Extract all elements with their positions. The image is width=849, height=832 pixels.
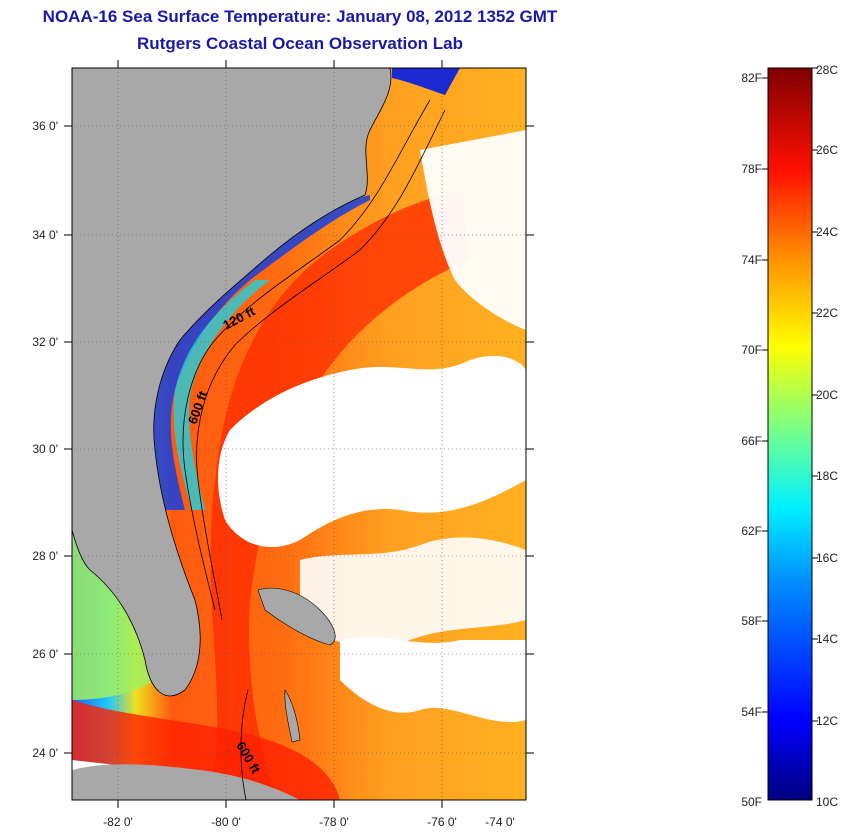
lat-label-34: 34 0': [32, 228, 58, 242]
land-andros: [284, 689, 301, 743]
lat-label-32: 32 0': [32, 335, 58, 349]
colorbar-label-82f: 82F: [741, 71, 762, 85]
cloud-cover-central: [218, 355, 526, 548]
map-raster: [72, 68, 526, 800]
isobath-600ft: [196, 109, 446, 621]
cloud-cover-bahamas: [340, 637, 526, 723]
lat-label-26: 26 0': [32, 647, 58, 661]
colorbar-ticks: [762, 67, 818, 722]
land-us-southeast: [72, 68, 392, 697]
cool-shelf-water: [173, 280, 270, 510]
cloud-cover-north: [420, 130, 526, 330]
colorbar-label-62f: 62F: [741, 524, 762, 538]
lon-label-78: -78 0': [319, 815, 349, 829]
colorbar-label-74f: 74F: [741, 253, 762, 267]
colorbar-label-66f: 66F: [741, 434, 762, 448]
colorbar-label-78f: 78F: [741, 162, 762, 176]
cloud-cover-east: [300, 537, 526, 648]
isobath-120ft: [182, 99, 431, 611]
colorbar: [767, 67, 813, 801]
colorbar-label-24c: 24C: [816, 225, 838, 239]
lat-label-36: 36 0': [32, 119, 58, 133]
map-title: NOAA-16 Sea Surface Temperature: January…: [42, 7, 558, 26]
colorbar-label-70f: 70F: [741, 343, 762, 357]
axis-ticks: [64, 60, 534, 808]
lon-label-76: -76 0': [427, 815, 457, 829]
land-cuba: [72, 764, 300, 800]
colorbar-label-28c: 28C: [816, 63, 838, 77]
cold-water-north: [392, 68, 460, 95]
colorbar-label-14c: 14C: [816, 632, 838, 646]
colorbar-label-18c: 18C: [816, 469, 838, 483]
lon-label-74: -74 0': [485, 815, 515, 829]
colorbar-label-50f: 50F: [741, 795, 762, 809]
colorbar-label-16c: 16C: [816, 551, 838, 565]
colorbar-label-12c: 12C: [816, 714, 838, 728]
lon-label-82: -82 0': [103, 815, 133, 829]
lat-label-24: 24 0': [32, 746, 58, 760]
lat-label-30: 30 0': [32, 442, 58, 456]
map-subtitle: Rutgers Coastal Ocean Observation Lab: [137, 34, 463, 53]
lat-label-28: 28 0': [32, 549, 58, 563]
map-frame: [71, 67, 527, 801]
colorbar-label-10c: 10C: [816, 795, 838, 809]
colorbar-label-26c: 26C: [816, 143, 838, 157]
colorbar-label-20c: 20C: [816, 388, 838, 402]
colorbar-label-54f: 54F: [741, 705, 762, 719]
colorbar-label-22c: 22C: [816, 306, 838, 320]
colorbar-label-58f: 58F: [741, 614, 762, 628]
land-grand-bahama: [257, 587, 336, 646]
isobath-600ft-south: [240, 689, 249, 800]
gulf-stream-band: [210, 190, 470, 800]
lon-label-80: -80 0': [211, 815, 241, 829]
